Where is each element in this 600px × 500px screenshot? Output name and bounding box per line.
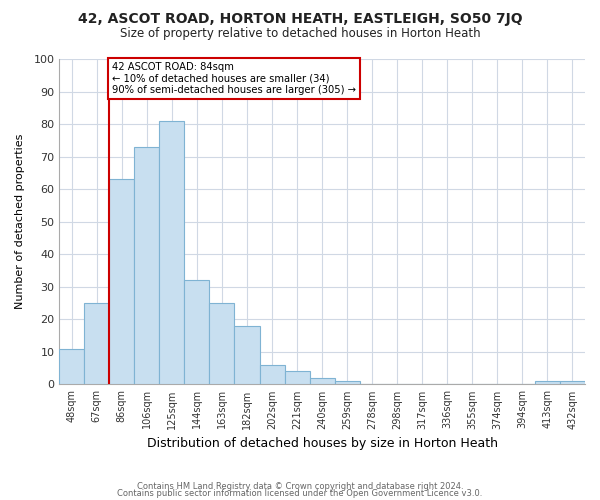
Text: Contains public sector information licensed under the Open Government Licence v3: Contains public sector information licen… bbox=[118, 490, 482, 498]
X-axis label: Distribution of detached houses by size in Horton Heath: Distribution of detached houses by size … bbox=[146, 437, 497, 450]
Bar bbox=[535, 381, 560, 384]
Bar bbox=[260, 365, 284, 384]
Bar bbox=[84, 303, 109, 384]
Bar bbox=[310, 378, 335, 384]
Bar bbox=[109, 180, 134, 384]
Bar bbox=[209, 303, 235, 384]
Text: 42 ASCOT ROAD: 84sqm
← 10% of detached houses are smaller (34)
90% of semi-detac: 42 ASCOT ROAD: 84sqm ← 10% of detached h… bbox=[112, 62, 356, 96]
Bar bbox=[59, 348, 84, 384]
Text: 42, ASCOT ROAD, HORTON HEATH, EASTLEIGH, SO50 7JQ: 42, ASCOT ROAD, HORTON HEATH, EASTLEIGH,… bbox=[77, 12, 523, 26]
Y-axis label: Number of detached properties: Number of detached properties bbox=[15, 134, 25, 310]
Bar bbox=[134, 147, 160, 384]
Bar bbox=[235, 326, 260, 384]
Bar bbox=[160, 121, 184, 384]
Bar bbox=[560, 381, 585, 384]
Bar bbox=[184, 280, 209, 384]
Text: Size of property relative to detached houses in Horton Heath: Size of property relative to detached ho… bbox=[119, 28, 481, 40]
Text: Contains HM Land Registry data © Crown copyright and database right 2024.: Contains HM Land Registry data © Crown c… bbox=[137, 482, 463, 491]
Bar bbox=[284, 372, 310, 384]
Bar bbox=[335, 381, 359, 384]
